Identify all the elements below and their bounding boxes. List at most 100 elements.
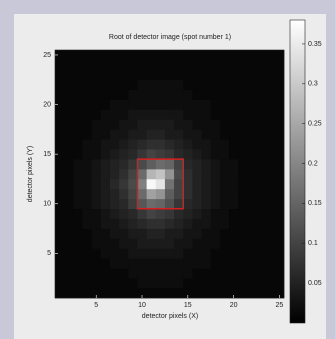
heat-cell — [211, 100, 220, 110]
heat-cell — [101, 238, 110, 248]
heat-cell — [174, 258, 183, 268]
heat-cell — [64, 258, 73, 268]
colorbar-tick-label: 0.1 — [308, 240, 318, 247]
heat-cell — [174, 119, 183, 129]
heat-cell — [220, 189, 229, 199]
heat-cell — [202, 169, 211, 179]
heat-cell — [275, 100, 284, 110]
heat-cell — [119, 229, 128, 239]
heat-cell — [82, 50, 91, 60]
heat-cell — [174, 159, 183, 169]
heat-cell — [137, 119, 146, 129]
heat-cell — [247, 169, 256, 179]
heat-cell — [119, 70, 128, 80]
heat-cell — [192, 100, 201, 110]
heat-cell — [183, 229, 192, 239]
heat-cell — [202, 50, 211, 60]
heat-cell — [119, 139, 128, 149]
heat-cell — [174, 50, 183, 60]
heat-cell — [238, 199, 247, 209]
heat-cell — [202, 189, 211, 199]
heat-cell — [119, 278, 128, 288]
heat-cell — [137, 90, 146, 100]
heat-cell — [110, 119, 119, 129]
heat-cell — [266, 189, 275, 199]
heat-cell — [156, 199, 165, 209]
heat-cell — [257, 90, 266, 100]
heat-cell — [92, 60, 101, 70]
colorbar — [290, 20, 305, 323]
heat-cell — [165, 209, 174, 219]
heat-cell — [220, 248, 229, 258]
heat-cell — [202, 179, 211, 189]
heat-cell — [220, 90, 229, 100]
heat-cell — [147, 50, 156, 60]
heat-cell — [101, 209, 110, 219]
heat-cell — [128, 110, 137, 120]
heat-cell — [73, 169, 82, 179]
heat-cell — [64, 139, 73, 149]
heat-cell — [202, 80, 211, 90]
heat-cell — [220, 169, 229, 179]
heat-cell — [64, 278, 73, 288]
heat-cell — [92, 100, 101, 110]
heat-cell — [64, 80, 73, 90]
heat-cell — [220, 238, 229, 248]
heat-cell — [156, 288, 165, 298]
heat-cell — [110, 139, 119, 149]
heat-cell — [220, 139, 229, 149]
heat-cell — [82, 219, 91, 229]
heat-cell — [82, 110, 91, 120]
heat-cell — [275, 179, 284, 189]
heat-cell — [229, 119, 238, 129]
x-tick-label: 10 — [138, 302, 146, 309]
heat-cell — [229, 179, 238, 189]
heat-cell — [183, 179, 192, 189]
heat-cell — [128, 159, 137, 169]
heat-cell — [147, 70, 156, 80]
heat-cell — [156, 238, 165, 248]
heat-cell — [174, 70, 183, 80]
heat-cell — [275, 139, 284, 149]
heat-cell — [266, 219, 275, 229]
heat-cell — [55, 129, 64, 139]
heat-cell — [247, 189, 256, 199]
heat-cell — [192, 229, 201, 239]
heat-cell — [266, 159, 275, 169]
heat-cell — [110, 90, 119, 100]
heat-cell — [275, 80, 284, 90]
heat-cell — [238, 110, 247, 120]
heat-cell — [110, 209, 119, 219]
heat-cell — [137, 258, 146, 268]
heat-cell — [220, 70, 229, 80]
heat-cell — [165, 50, 174, 60]
heat-cell — [211, 268, 220, 278]
heat-cell — [101, 159, 110, 169]
heat-cell — [110, 60, 119, 70]
heat-cell — [110, 179, 119, 189]
heat-cell — [247, 268, 256, 278]
heat-cell — [192, 199, 201, 209]
heat-cell — [92, 258, 101, 268]
heat-cell — [174, 100, 183, 110]
colorbar-tick-label: 0.15 — [308, 200, 322, 207]
x-tick-label: 20 — [230, 302, 238, 309]
heat-cell — [238, 129, 247, 139]
heat-cell — [156, 159, 165, 169]
heat-cell — [220, 199, 229, 209]
heat-cell — [192, 110, 201, 120]
heat-cell — [92, 179, 101, 189]
heat-cell — [82, 179, 91, 189]
heat-cell — [92, 70, 101, 80]
heat-cell — [247, 100, 256, 110]
heat-cell — [192, 70, 201, 80]
heat-cell — [266, 80, 275, 90]
heat-cell — [174, 90, 183, 100]
heat-cell — [137, 139, 146, 149]
heat-cell — [92, 199, 101, 209]
heat-cell — [238, 278, 247, 288]
heat-cell — [211, 248, 220, 258]
heat-cell — [165, 149, 174, 159]
heat-cell — [192, 60, 201, 70]
heat-cell — [229, 60, 238, 70]
